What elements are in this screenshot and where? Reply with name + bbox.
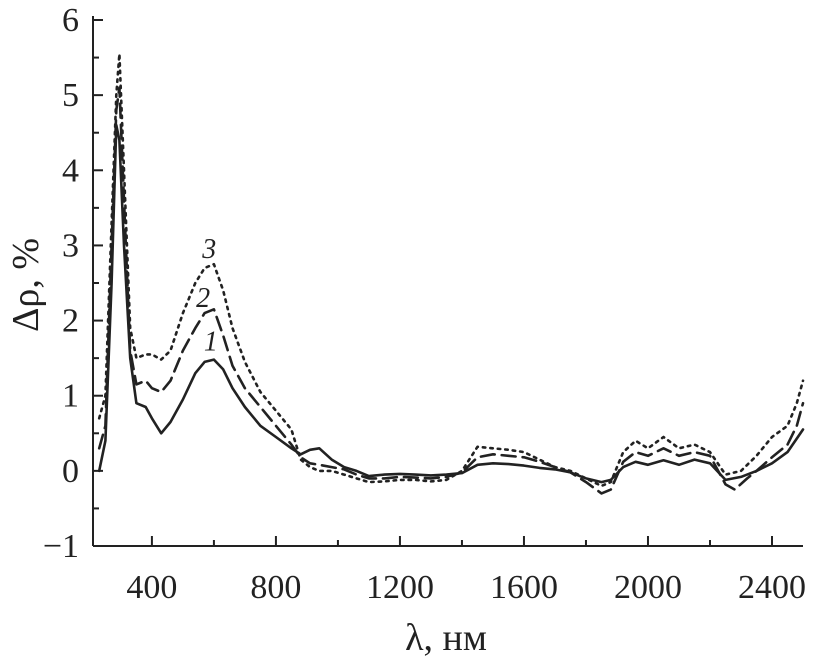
x-axis-title: λ, нм bbox=[405, 617, 487, 659]
y-tick-label: −1 bbox=[43, 528, 79, 565]
x-tick-label: 400 bbox=[126, 569, 177, 606]
y-tick-label: 4 bbox=[62, 152, 79, 189]
axes: −1 0 1 2 3 4 5 6 400 800 1200 1600 2000 2400 bbox=[43, 2, 806, 606]
curve-label-1: 1 bbox=[204, 327, 218, 358]
curve-label-3: 3 bbox=[201, 234, 216, 265]
x-tick-label: 2000 bbox=[614, 569, 682, 606]
y-tick-label: 6 bbox=[62, 2, 79, 39]
y-axis-title: Δρ, % bbox=[5, 238, 47, 332]
y-tick-label: 3 bbox=[62, 227, 79, 264]
curve-label-2: 2 bbox=[196, 283, 210, 314]
series-line-3 bbox=[97, 52, 805, 488]
x-tick-label: 1200 bbox=[366, 569, 434, 606]
x-tick-label: 2400 bbox=[738, 569, 806, 606]
y-tick-label: 1 bbox=[62, 378, 79, 415]
y-tick-label: 0 bbox=[62, 453, 79, 490]
series-group bbox=[97, 52, 805, 495]
series-line-2 bbox=[97, 86, 805, 495]
curve-labels: 1 2 3 bbox=[196, 234, 218, 357]
series-line-1 bbox=[97, 123, 805, 484]
y-tick-label: 5 bbox=[62, 77, 79, 114]
x-tick-label: 800 bbox=[250, 569, 301, 606]
x-tick-label: 1600 bbox=[490, 569, 558, 606]
y-tick-label: 2 bbox=[62, 303, 79, 340]
